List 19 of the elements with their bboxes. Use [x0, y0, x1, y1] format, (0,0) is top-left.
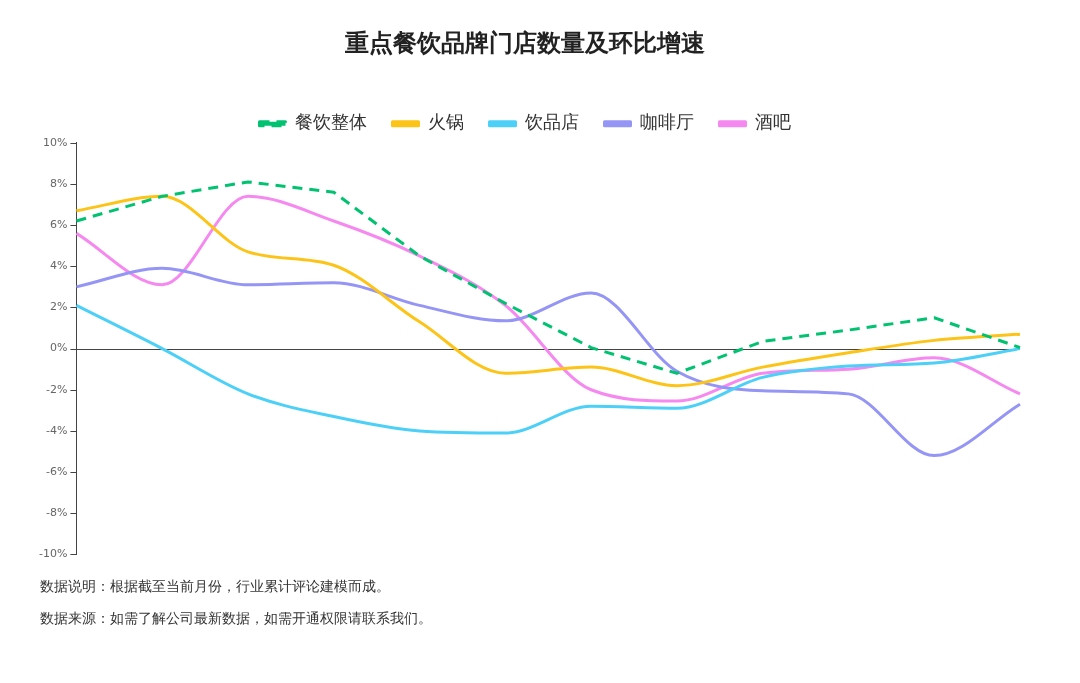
y-tick-label: -8% — [46, 506, 68, 520]
legend-label: 火锅 — [427, 111, 464, 133]
legend-label: 餐饮整体 — [294, 111, 367, 133]
y-tick-label: 6% — [49, 217, 68, 231]
y-tick-label: -10% — [39, 547, 68, 561]
y-tick-label: 8% — [49, 176, 68, 190]
y-tick-label: -6% — [46, 464, 68, 478]
y-tick-label: 2% — [49, 300, 68, 314]
text: 数据说明：根据截至当前月份，行业累计评论建模而成。 — [40, 578, 391, 596]
chart-title: 重点餐饮品牌门店数量及环比增速 — [344, 28, 705, 57]
y-tick-label: 10% — [42, 135, 68, 149]
y-tick-label: 0% — [49, 341, 68, 355]
source-note: 数据来源：如需了解公司最新数据，如需开通权限请联系我们。 — [40, 610, 432, 628]
y-tick-label: 4% — [49, 259, 68, 273]
y-tick-label: -4% — [46, 423, 68, 437]
legend-label: 咖啡厅 — [639, 111, 694, 133]
legend-label: 饮品店 — [523, 111, 579, 133]
legend-label: 酒吧 — [754, 111, 791, 133]
y-tick-label: -2% — [46, 382, 68, 396]
